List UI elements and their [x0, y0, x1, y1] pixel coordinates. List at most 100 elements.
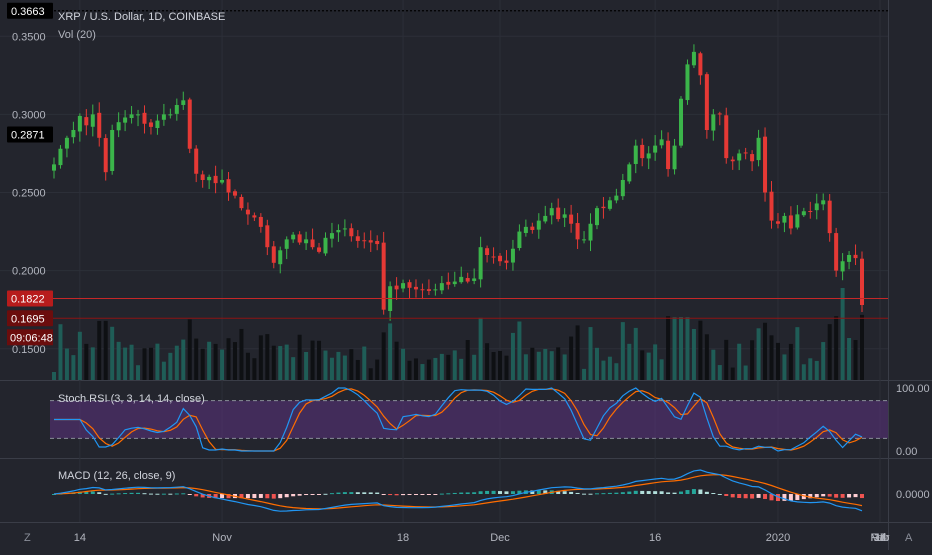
volume-bar [349, 349, 354, 380]
macd-histogram-bar [168, 493, 173, 495]
volume-bar [582, 368, 587, 380]
volume-bar [633, 327, 638, 380]
volume-bar [459, 358, 464, 380]
macd-histogram-bar [200, 494, 205, 498]
stoch-band [50, 400, 888, 439]
volume-bar [271, 345, 276, 380]
volume-bar [840, 288, 845, 380]
macd-histogram-bar [562, 491, 567, 494]
candle-body [58, 148, 63, 166]
timezone-toggle[interactable]: Z [24, 532, 31, 544]
price-tick-label: 0.3000 [12, 109, 46, 121]
macd-histogram-bar [672, 492, 677, 494]
macd-pane [52, 469, 864, 512]
candle-body [181, 100, 186, 105]
candle-body [653, 145, 658, 153]
macd-histogram-bar [775, 494, 780, 501]
volume-bar [291, 357, 296, 380]
macd-histogram-bar [310, 494, 315, 495]
volume-bar [394, 341, 399, 380]
macd-histogram-bar [782, 494, 787, 501]
volume-bar [691, 328, 696, 380]
macd-histogram-bar [116, 493, 121, 495]
candle-body [368, 240, 373, 243]
macd-histogram-bar [478, 491, 483, 494]
volume-bar [523, 354, 528, 380]
volume-bar [265, 334, 270, 380]
candle-body [304, 239, 309, 244]
macd-histogram-bar [439, 493, 444, 495]
candle-body [84, 117, 89, 126]
macd-histogram-bar [840, 494, 845, 498]
candle-body [207, 176, 212, 181]
macd-histogram-bar [510, 491, 515, 494]
volume-bar [64, 348, 69, 380]
auto-scale-toggle[interactable]: A [905, 532, 913, 544]
candle-body [187, 99, 192, 149]
macd-histogram-bar [142, 493, 147, 495]
macd-histogram-bar [730, 494, 735, 498]
candle-body [698, 53, 703, 76]
candle-body [788, 215, 793, 229]
volume-bar [685, 317, 690, 380]
stoch-rsi-label: Stoch RSI (3, 3, 14, 14, close) [58, 393, 205, 405]
macd-histogram-bar [394, 494, 399, 496]
macd-histogram-bar [788, 494, 793, 501]
macd-histogram-bar [271, 494, 276, 499]
macd-histogram-bar [594, 493, 599, 495]
candle-body [659, 139, 664, 146]
candle-body [71, 130, 76, 138]
macd-histogram-bar [808, 494, 813, 499]
volume-bar [730, 367, 735, 380]
candle-body [194, 148, 199, 174]
candle-body [226, 179, 231, 193]
candle-body [523, 226, 528, 233]
candle-body [168, 114, 173, 116]
volume-bar [465, 340, 470, 380]
volume-bar [704, 334, 709, 380]
macd-histogram-bar [90, 491, 95, 494]
macd-histogram-bar [284, 494, 289, 498]
macd-histogram-bar [737, 494, 742, 498]
candle-body [588, 223, 593, 241]
volume-bar [245, 352, 250, 380]
time-tick-label: 14 [74, 532, 86, 544]
macd-histogram-bar [517, 490, 522, 494]
volume-bar [84, 343, 89, 380]
volume-bar [90, 347, 95, 380]
candle-body [375, 240, 380, 245]
macd-histogram-bar [297, 494, 302, 496]
candle-body [704, 74, 709, 130]
volume-bar [420, 364, 425, 380]
volume-bar [601, 360, 606, 380]
volume-bar [258, 335, 263, 380]
macd-label: MACD (12, 26, close, 9) [58, 470, 175, 482]
candle-body [355, 236, 360, 241]
candle-body [711, 114, 716, 131]
macd-histogram-bar [368, 492, 373, 494]
price-badge [7, 290, 53, 307]
macd-histogram-bar [355, 492, 360, 494]
candle-body [536, 220, 541, 230]
macd-histogram-bar [52, 494, 56, 495]
volume-bar [504, 355, 509, 380]
candle-body [310, 239, 315, 248]
candle-body [252, 215, 257, 218]
volume-bar [472, 354, 477, 380]
volume-bar [653, 344, 658, 380]
candle-body [601, 206, 606, 209]
volume-bar [711, 349, 716, 380]
candle-body [52, 164, 56, 171]
macd-histogram-bar [194, 494, 199, 497]
candle-body [278, 250, 283, 265]
candle-body [562, 214, 567, 218]
volume-bar [594, 347, 599, 380]
macd-histogram-bar [847, 494, 852, 498]
volume-bar [775, 342, 780, 380]
macd-histogram-bar [653, 491, 658, 494]
candle-body [795, 214, 800, 228]
price-pane [50, 10, 888, 380]
candle-body [420, 289, 425, 291]
candle-body [724, 115, 729, 159]
volume-bar [737, 343, 742, 380]
